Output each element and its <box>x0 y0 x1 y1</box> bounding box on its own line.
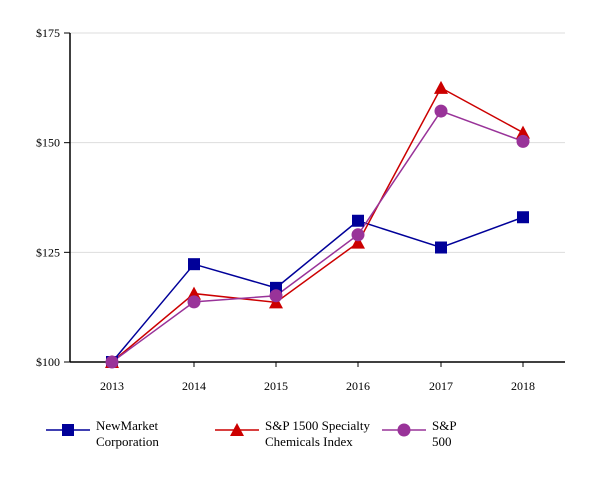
legend: NewMarket Corporation S&P 1500 Specialty… <box>0 418 598 468</box>
series-line-1 <box>111 86 524 363</box>
data-point-circle <box>269 289 283 303</box>
data-point-circle <box>187 295 201 309</box>
x-axis-ticks: 2013 2014 2015 2016 2017 2018 <box>100 362 535 393</box>
series-group <box>105 80 530 369</box>
data-point-square <box>188 258 200 271</box>
data-point-square <box>517 211 529 224</box>
line-chart: $100$125$150$175 2013 2014 2015 2016 2017 201… <box>36 26 565 393</box>
x-tick-label: 2014 <box>182 379 206 393</box>
y-tick-label: $100 <box>36 355 60 369</box>
legend-item-sp500: S&P 500 <box>382 418 457 450</box>
legend-swatch-sp1500 <box>215 423 259 436</box>
series-line-2 <box>111 110 524 363</box>
legend-swatch-newmarket <box>46 424 90 436</box>
series-line-0 <box>111 216 524 363</box>
data-point-circle <box>516 134 530 148</box>
x-tick-label: 2017 <box>429 379 453 393</box>
x-tick-label: 2016 <box>346 379 370 393</box>
grid-lines <box>70 32 565 253</box>
y-tick-label: $175 <box>36 26 60 40</box>
data-point-circle <box>351 228 365 242</box>
y-axis-ticks: $100 $125 $150 $175 <box>36 26 70 369</box>
legend-label-sp500: S&P 500 <box>432 418 457 449</box>
data-point-triangle <box>516 125 530 139</box>
data-point-triangle <box>351 235 365 249</box>
data-point-square <box>435 241 447 254</box>
legend-swatch-sp500 <box>382 423 426 437</box>
x-tick-label: 2015 <box>264 379 288 393</box>
data-point-square <box>352 214 364 227</box>
legend-item-newmarket: NewMarket Corporation <box>46 418 159 450</box>
y-tick-label: $125 <box>36 245 60 259</box>
axes <box>69 33 565 363</box>
x-tick-label: 2018 <box>511 379 535 393</box>
data-point-triangle <box>187 286 201 300</box>
legend-label-newmarket: NewMarket Corporation <box>96 418 159 449</box>
legend-label-sp1500: S&P 1500 Specialty Chemicals Index <box>265 418 370 449</box>
data-point-circle <box>434 104 448 118</box>
x-tick-label: 2013 <box>100 379 124 393</box>
data-point-circle <box>105 355 119 369</box>
legend-item-sp1500: S&P 1500 Specialty Chemicals Index <box>215 418 370 450</box>
y-tick-label: $150 <box>36 136 60 150</box>
data-point-triangle <box>434 80 448 94</box>
